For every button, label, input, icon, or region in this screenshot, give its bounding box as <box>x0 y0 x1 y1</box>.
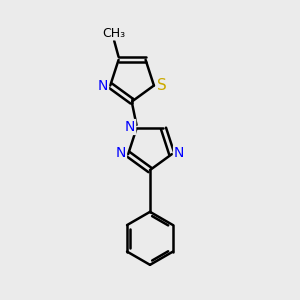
Text: N: N <box>98 79 108 92</box>
Text: N: N <box>174 146 184 160</box>
Text: CH₃: CH₃ <box>103 27 126 40</box>
Text: N: N <box>116 146 126 160</box>
Text: N: N <box>125 120 135 134</box>
Text: S: S <box>157 78 167 93</box>
